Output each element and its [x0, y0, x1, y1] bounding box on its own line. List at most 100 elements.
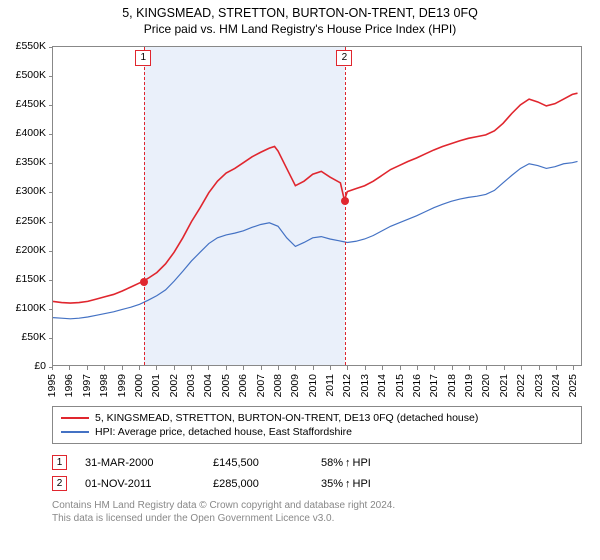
x-tick-label: 2009: [289, 374, 301, 397]
x-tick: [539, 366, 540, 370]
title-block: 5, KINGSMEAD, STRETTON, BURTON-ON-TRENT,…: [10, 6, 590, 36]
y-tick-label: £50K: [21, 331, 46, 343]
x-tick-label: 2022: [515, 374, 527, 397]
x-tick-label: 2010: [307, 374, 319, 397]
x-tick-label: 2001: [150, 374, 162, 397]
sale-row-date: 01-NOV-2011: [85, 478, 195, 490]
y-tick: [49, 280, 53, 281]
legend-label: HPI: Average price, detached house, East…: [95, 426, 352, 438]
y-tick: [49, 47, 53, 48]
x-tick-label: 2025: [567, 374, 579, 397]
x-tick: [261, 366, 262, 370]
y-tick-label: £150K: [16, 273, 46, 285]
sale-marker-line: [144, 47, 145, 365]
y-tick: [49, 134, 53, 135]
sale-row-uplift: 35% ↑ HPI: [321, 478, 371, 490]
sale-row-date: 31-MAR-2000: [85, 457, 195, 469]
x-tick: [226, 366, 227, 370]
y-tick: [49, 105, 53, 106]
x-tick-label: 2020: [480, 374, 492, 397]
x-tick-label: 2011: [324, 374, 336, 397]
y-tick: [49, 222, 53, 223]
x-tick-label: 2003: [185, 374, 197, 397]
x-tick: [400, 366, 401, 370]
x-tick-label: 1995: [46, 374, 58, 397]
chart-container: 5, KINGSMEAD, STRETTON, BURTON-ON-TRENT,…: [0, 0, 600, 560]
sales-table: 131-MAR-2000£145,50058% ↑ HPI201-NOV-201…: [52, 452, 590, 494]
x-tick-label: 2007: [255, 374, 267, 397]
x-axis-labels: 1995199619971998199920002001200220032004…: [52, 368, 582, 402]
x-tick-label: 2021: [498, 374, 510, 397]
x-tick: [452, 366, 453, 370]
sale-marker-box: 1: [135, 50, 151, 66]
x-tick-label: 2002: [168, 374, 180, 397]
x-tick-label: 2019: [463, 374, 475, 397]
sale-row: 201-NOV-2011£285,00035% ↑ HPI: [52, 473, 590, 494]
x-tick: [469, 366, 470, 370]
y-tick: [49, 192, 53, 193]
line-series-svg: [53, 47, 581, 365]
sale-uplift-suffix: HPI: [353, 478, 371, 490]
legend-item: HPI: Average price, detached house, East…: [61, 425, 573, 439]
x-tick-label: 2015: [394, 374, 406, 397]
x-tick: [208, 366, 209, 370]
y-tick-label: £500K: [16, 69, 46, 81]
y-tick-label: £100K: [16, 302, 46, 314]
y-tick-label: £300K: [16, 185, 46, 197]
x-tick: [434, 366, 435, 370]
x-tick-label: 2023: [533, 374, 545, 397]
y-tick-label: £250K: [16, 215, 46, 227]
x-tick: [486, 366, 487, 370]
footer-line-2: This data is licensed under the Open Gov…: [52, 513, 590, 526]
legend: 5, KINGSMEAD, STRETTON, BURTON-ON-TRENT,…: [52, 406, 582, 444]
x-tick: [556, 366, 557, 370]
legend-label: 5, KINGSMEAD, STRETTON, BURTON-ON-TRENT,…: [95, 412, 478, 424]
y-tick: [49, 309, 53, 310]
x-tick: [191, 366, 192, 370]
y-tick: [49, 76, 53, 77]
y-tick: [49, 163, 53, 164]
x-tick-label: 1998: [98, 374, 110, 397]
y-tick-label: £0: [34, 360, 46, 372]
x-tick-label: 2005: [220, 374, 232, 397]
x-tick: [295, 366, 296, 370]
y-tick-label: £350K: [16, 156, 46, 168]
x-tick-label: 2000: [133, 374, 145, 397]
sale-marker-line: [345, 47, 346, 365]
arrow-up-icon: ↑: [345, 478, 351, 490]
x-tick: [87, 366, 88, 370]
footer-line-1: Contains HM Land Registry data © Crown c…: [52, 500, 590, 513]
y-axis-labels: £0£50K£100K£150K£200K£250K£300K£350K£400…: [10, 46, 50, 366]
sale-row-uplift: 58% ↑ HPI: [321, 457, 371, 469]
x-tick: [521, 366, 522, 370]
sale-row-price: £145,500: [213, 457, 303, 469]
sale-row-price: £285,000: [213, 478, 303, 490]
x-tick: [104, 366, 105, 370]
sale-uplift-pct: 58%: [321, 457, 343, 469]
x-tick: [243, 366, 244, 370]
sale-uplift-pct: 35%: [321, 478, 343, 490]
x-tick: [278, 366, 279, 370]
legend-swatch: [61, 431, 89, 433]
y-tick: [49, 338, 53, 339]
x-tick-label: 2013: [359, 374, 371, 397]
x-tick: [122, 366, 123, 370]
chart-title: 5, KINGSMEAD, STRETTON, BURTON-ON-TRENT,…: [10, 6, 590, 20]
attribution-footer: Contains HM Land Registry data © Crown c…: [52, 500, 590, 525]
x-tick: [417, 366, 418, 370]
x-tick-label: 1997: [81, 374, 93, 397]
chart-area: £0£50K£100K£150K£200K£250K£300K£350K£400…: [10, 42, 590, 402]
sale-marker-box: 2: [336, 50, 352, 66]
y-tick: [49, 251, 53, 252]
series-hpi: [53, 161, 578, 318]
legend-swatch: [61, 417, 89, 419]
x-tick: [330, 366, 331, 370]
x-tick: [313, 366, 314, 370]
legend-item: 5, KINGSMEAD, STRETTON, BURTON-ON-TRENT,…: [61, 411, 573, 425]
x-tick-label: 2024: [550, 374, 562, 397]
x-tick: [174, 366, 175, 370]
x-tick-label: 2008: [272, 374, 284, 397]
x-tick-label: 2016: [411, 374, 423, 397]
x-tick: [504, 366, 505, 370]
x-tick-label: 1996: [63, 374, 75, 397]
